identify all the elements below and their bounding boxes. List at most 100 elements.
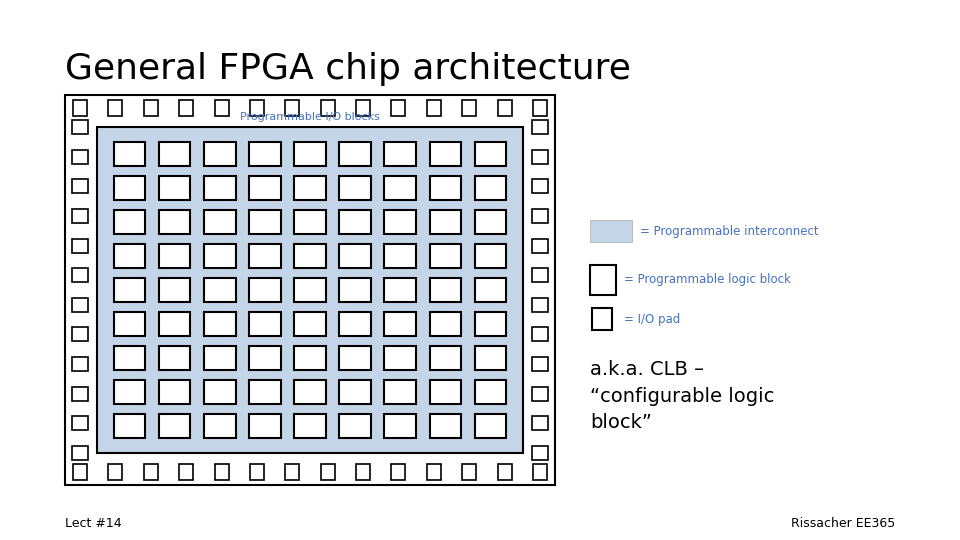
- Bar: [392, 100, 405, 116]
- Bar: [429, 312, 461, 336]
- Bar: [72, 150, 88, 164]
- Bar: [384, 210, 416, 234]
- Bar: [384, 346, 416, 370]
- Bar: [462, 464, 476, 480]
- Bar: [114, 346, 145, 370]
- Bar: [249, 210, 280, 234]
- Bar: [356, 100, 370, 116]
- Bar: [114, 142, 145, 166]
- Bar: [474, 176, 506, 200]
- Bar: [532, 387, 548, 401]
- Bar: [339, 210, 371, 234]
- Bar: [429, 142, 461, 166]
- Bar: [339, 142, 371, 166]
- Bar: [204, 142, 235, 166]
- Bar: [321, 100, 335, 116]
- Bar: [474, 210, 506, 234]
- Bar: [474, 346, 506, 370]
- Bar: [108, 464, 122, 480]
- Bar: [339, 414, 371, 438]
- Bar: [158, 142, 190, 166]
- Bar: [114, 210, 145, 234]
- Bar: [384, 312, 416, 336]
- Bar: [392, 464, 405, 480]
- Bar: [427, 100, 441, 116]
- Bar: [339, 244, 371, 268]
- Bar: [214, 464, 228, 480]
- Bar: [204, 176, 235, 200]
- Bar: [384, 244, 416, 268]
- Bar: [158, 414, 190, 438]
- Bar: [294, 312, 325, 336]
- Bar: [114, 312, 145, 336]
- Bar: [249, 244, 280, 268]
- Bar: [249, 380, 280, 404]
- Bar: [339, 176, 371, 200]
- Bar: [532, 357, 548, 371]
- Bar: [294, 380, 325, 404]
- Bar: [114, 278, 145, 302]
- Bar: [204, 380, 235, 404]
- Bar: [73, 464, 87, 480]
- Bar: [249, 312, 280, 336]
- Bar: [294, 346, 325, 370]
- Text: General FPGA chip architecture: General FPGA chip architecture: [65, 52, 631, 86]
- Bar: [532, 150, 548, 164]
- Bar: [250, 100, 264, 116]
- Bar: [592, 308, 612, 330]
- Bar: [384, 142, 416, 166]
- Bar: [474, 142, 506, 166]
- Text: a.k.a. CLB –
“configurable logic
block”: a.k.a. CLB – “configurable logic block”: [590, 360, 775, 432]
- Bar: [429, 210, 461, 234]
- Bar: [158, 380, 190, 404]
- Bar: [429, 176, 461, 200]
- Bar: [158, 244, 190, 268]
- Bar: [339, 380, 371, 404]
- Bar: [590, 220, 632, 242]
- Bar: [474, 414, 506, 438]
- Bar: [72, 446, 88, 460]
- Bar: [73, 100, 87, 116]
- Bar: [429, 244, 461, 268]
- Bar: [474, 312, 506, 336]
- Bar: [204, 312, 235, 336]
- Bar: [249, 176, 280, 200]
- Bar: [72, 268, 88, 282]
- Bar: [250, 464, 264, 480]
- Text: Programmable I/O blocks: Programmable I/O blocks: [240, 112, 380, 122]
- Bar: [532, 239, 548, 253]
- Text: = I/O pad: = I/O pad: [624, 313, 681, 326]
- Bar: [204, 346, 235, 370]
- Bar: [158, 346, 190, 370]
- Bar: [532, 179, 548, 193]
- Bar: [108, 100, 122, 116]
- Bar: [532, 416, 548, 430]
- Bar: [294, 278, 325, 302]
- Bar: [285, 100, 300, 116]
- Text: = Programmable logic block: = Programmable logic block: [624, 273, 791, 287]
- Bar: [97, 127, 523, 453]
- Bar: [72, 298, 88, 312]
- Bar: [72, 357, 88, 371]
- Bar: [180, 464, 193, 480]
- Bar: [356, 464, 370, 480]
- Bar: [65, 95, 555, 485]
- Bar: [158, 210, 190, 234]
- Bar: [384, 414, 416, 438]
- Text: = Programmable interconnect: = Programmable interconnect: [640, 225, 819, 238]
- Bar: [462, 100, 476, 116]
- Bar: [72, 327, 88, 341]
- Bar: [158, 278, 190, 302]
- Bar: [294, 142, 325, 166]
- Bar: [532, 298, 548, 312]
- Bar: [114, 380, 145, 404]
- Bar: [294, 210, 325, 234]
- Bar: [532, 268, 548, 282]
- Bar: [144, 464, 157, 480]
- Bar: [339, 312, 371, 336]
- Bar: [214, 100, 228, 116]
- Bar: [294, 176, 325, 200]
- Bar: [429, 278, 461, 302]
- Bar: [384, 278, 416, 302]
- Bar: [427, 464, 441, 480]
